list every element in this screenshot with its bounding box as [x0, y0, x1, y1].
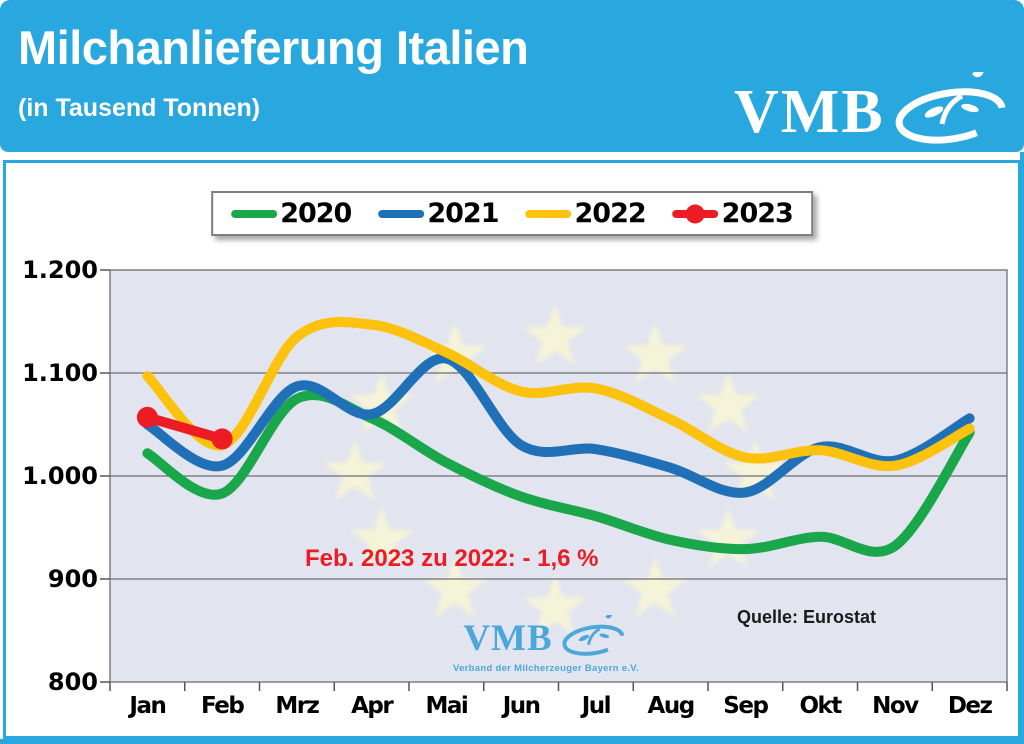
x-tick-label-Jan: Jan	[129, 693, 166, 719]
watermark-caption: Verband der Milcherzeuger Bayern e.V.	[452, 663, 640, 674]
y-tick-label-1200: 1.200	[22, 256, 98, 284]
eu-star	[349, 506, 415, 568]
series-group	[136, 317, 975, 557]
source-label: Quelle: Eurostat	[737, 607, 877, 627]
eu-star	[522, 574, 588, 636]
legend-swatch-2020	[231, 209, 278, 218]
eu-star	[695, 506, 761, 568]
series-line-2023	[142, 412, 228, 444]
eu-star	[695, 371, 761, 433]
x-tick-label-Jul: Jul	[581, 693, 612, 719]
vmb-swirl-icon	[895, 72, 1006, 144]
vmb-logo-text: VMB	[734, 78, 885, 146]
series-marker-2023-Feb	[211, 428, 233, 450]
eu-star	[522, 304, 588, 366]
watermark-swirl-icon	[562, 615, 624, 656]
legend-label-2023: 2023	[721, 198, 794, 229]
series-line-2020	[142, 389, 975, 557]
x-tick-label-Dez: Dez	[947, 693, 993, 719]
x-tick-label-Nov: Nov	[872, 693, 919, 719]
legend-label-2020: 2020	[280, 198, 352, 229]
eu-star	[322, 439, 388, 501]
legend-item-2020: 2020	[231, 198, 352, 229]
watermark-logo-text: VMB	[463, 617, 553, 659]
frame-bottom-strip	[0, 739, 1024, 744]
eu-star	[722, 439, 788, 501]
frame-right-strip	[1020, 152, 1024, 744]
x-tick-label-Mrz: Mrz	[275, 693, 320, 719]
series-line-2022	[142, 317, 975, 472]
vmb-logo: VMB	[704, 72, 1014, 152]
legend: 2020 2021 2022 2023	[211, 191, 813, 236]
series-marker-2023-Jan	[136, 406, 158, 428]
legend-swatch-2022	[525, 209, 572, 218]
watermark: VMB Verband der Milcherzeuger Bayern e.V…	[446, 615, 646, 674]
x-tick-label-Sep: Sep	[723, 693, 769, 719]
legend-label-2021: 2021	[427, 198, 499, 229]
annotation-feb-2023: Feb. 2023 zu 2022: - 1,6 %	[305, 545, 599, 572]
legend-marker-dot	[686, 204, 706, 223]
page-title: Milchanlieferung Italien	[18, 21, 529, 74]
y-tick-label-800: 800	[47, 668, 98, 696]
legend-item-2021: 2021	[378, 198, 500, 229]
y-tick-label-1000: 1.000	[22, 462, 98, 490]
x-tick-label-Feb: Feb	[200, 693, 245, 719]
legend-item-2023: 2023	[672, 198, 794, 229]
legend-swatch-2021	[378, 209, 425, 218]
x-tick-label-Apr: Apr	[351, 693, 394, 719]
x-tick-label-Aug: Aug	[647, 693, 696, 719]
legend-swatch-2023	[672, 204, 719, 223]
x-tick-label-Okt: Okt	[799, 693, 842, 719]
chart-panel: 2020 2021 2022 2023 1.200 1.100 1.000 900 800 J…	[3, 160, 1021, 739]
chart-svg	[100, 269, 1008, 691]
eu-star	[349, 371, 415, 433]
x-tick-label-Mai: Mai	[425, 693, 468, 719]
eu-star	[622, 322, 688, 384]
legend-label-2022: 2022	[574, 198, 647, 229]
y-tick-label-1100: 1.100	[22, 359, 98, 387]
eu-star	[622, 555, 688, 618]
header-band: Milchanlieferung Italien (in Tausend Ton…	[0, 0, 1024, 152]
axis-ticks	[100, 269, 1008, 691]
y-tick-label-900: 900	[47, 565, 98, 593]
legend-item-2022: 2022	[525, 198, 647, 229]
x-tick-label-Jun: Jun	[502, 693, 541, 719]
page-subtitle: (in Tausend Tonnen)	[18, 94, 261, 122]
eu-star	[422, 555, 488, 618]
